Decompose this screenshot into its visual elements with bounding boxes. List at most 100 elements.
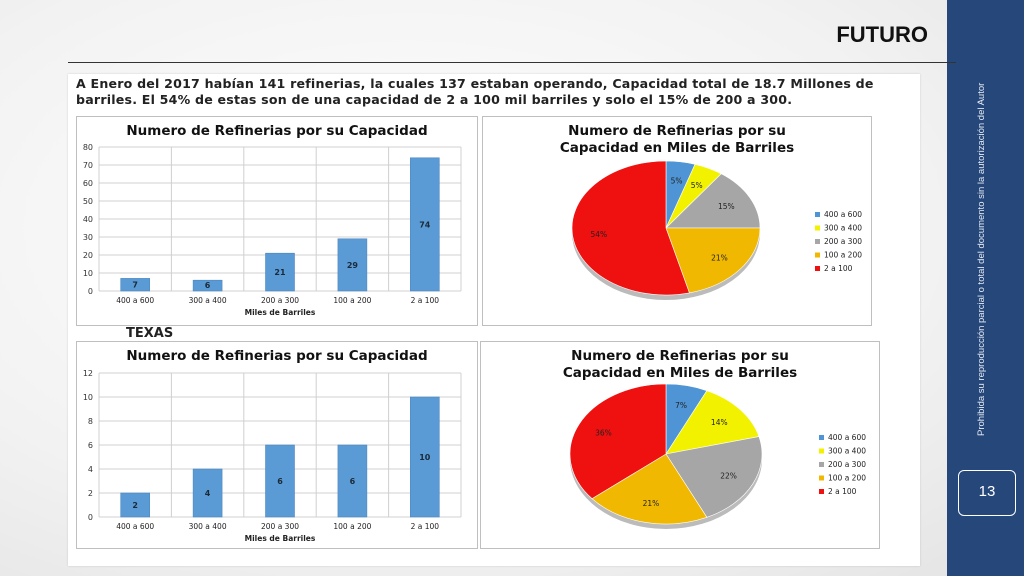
legend-swatch [815, 239, 820, 244]
slice-label: 21% [711, 254, 728, 263]
bar-chart-national: Numero de Refinerias por su Capacidad 0 1… [76, 116, 478, 326]
y-tick-label: 30 [83, 233, 93, 242]
y-tick-label: 10 [83, 269, 93, 278]
legend-swatch [819, 489, 824, 494]
legend-swatch [819, 462, 824, 467]
bar [337, 238, 368, 292]
y-tick-label: 0 [88, 513, 93, 522]
page-number-frame [958, 470, 1016, 516]
chart-title: Numero de Refinerias por su Capacidad en… [481, 348, 879, 382]
pie-slice [665, 390, 760, 455]
data-label: 7 [132, 281, 138, 290]
legend-entry: 300 a 400 [828, 447, 866, 456]
x-tick-label: 400 a 600 [116, 296, 154, 305]
chart-title: Numero de Refinerias por su Capacidad [126, 348, 428, 364]
slice-label: 7% [675, 401, 687, 410]
chart-title-text: Numero de Refinerias por su Capacidad en… [562, 348, 798, 381]
bar [192, 279, 223, 292]
y-tick-label: 40 [83, 215, 93, 224]
copyright-note: Prohibida su reproducción parcial o tota… [976, 82, 987, 436]
legend-entry: 2 a 100 [828, 487, 857, 496]
y-tick-label: 0 [88, 287, 93, 296]
bar-chart-svg: 0 2 4 6 8 10 12 2 400 a 600 4 300 a 400 6 200 a 300 6… [83, 369, 462, 543]
legend-entry: 100 a 200 [824, 251, 862, 260]
bar [120, 492, 150, 518]
pie-slice [569, 383, 667, 499]
bar [410, 157, 440, 292]
y-tick-label: 80 [83, 143, 93, 152]
legend-swatch [819, 475, 824, 481]
page-number: 13 [978, 483, 996, 500]
data-label: 21 [274, 268, 286, 277]
bar [265, 252, 295, 292]
x-axis-label: Miles de Barriles [245, 308, 316, 317]
pie-chart-svg: 5% 5% 15% 21% 54% 400 a 600 300 a 400 200 a 300… [571, 160, 862, 300]
x-tick-label: 100 a 200 [333, 522, 371, 531]
y-tick-label: 8 [88, 417, 93, 426]
intro-text: A Enero del 2017 habían 141 refinerias, … [76, 76, 874, 107]
bar-chart-svg: 0 10 20 30 40 50 60 70 80 7 400 a 600 6 300 a 400 21 2… [83, 143, 462, 317]
chart-title-text: Numero de Refinerias por su Capacidad en… [559, 123, 795, 156]
data-label: 6 [205, 281, 211, 290]
section-label: TEXAS [126, 326, 174, 341]
bar-chart-texas: Numero de Refinerias por su Capacidad 0 2… [76, 341, 478, 549]
data-label: 2 [132, 501, 138, 510]
bar [120, 278, 150, 292]
title-divider [68, 62, 956, 63]
x-tick-label: 200 a 300 [261, 522, 299, 531]
y-tick-label: 2 [88, 489, 93, 498]
legend-swatch [815, 225, 820, 231]
slide-title: FUTURO [836, 22, 928, 47]
data-label: 6 [277, 477, 283, 486]
legend-entry: 400 a 600 [828, 433, 866, 442]
data-label: 6 [350, 477, 356, 486]
legend-swatch [819, 435, 824, 440]
legend-entry: 100 a 200 [828, 474, 866, 483]
bar [410, 396, 440, 518]
legend-swatch [815, 266, 820, 271]
slice-label: 36% [595, 429, 612, 438]
y-tick-label: 6 [88, 441, 93, 450]
data-label: 29 [347, 261, 359, 270]
y-tick-label: 50 [83, 197, 93, 206]
legend-swatch [819, 448, 824, 454]
y-tick-label: 60 [83, 179, 93, 188]
sidebar-panel [947, 0, 1024, 576]
x-tick-label: 300 a 400 [189, 522, 227, 531]
slice-label: 21% [643, 499, 660, 508]
legend-entry: 2 a 100 [824, 264, 853, 273]
slice-label: 5% [691, 181, 703, 190]
pie-slice [571, 160, 690, 296]
slice-label: 14% [711, 418, 728, 427]
pie-slice [591, 453, 708, 525]
x-tick-label: 300 a 400 [189, 296, 227, 305]
slice-label: 22% [720, 471, 737, 480]
y-tick-label: 70 [83, 161, 93, 170]
data-label: 10 [419, 453, 431, 462]
pie-slice [665, 173, 761, 229]
x-tick-label: 400 a 600 [116, 522, 154, 531]
chart-title: Numero de Refinerias por su Capacidad [126, 123, 428, 139]
legend-entry: 200 a 300 [828, 460, 866, 469]
y-tick-label: 12 [83, 369, 93, 378]
pie-chart-texas: Numero de Refinerias por su Capacidad en… [480, 341, 880, 549]
y-tick-label: 10 [83, 393, 93, 402]
legend-entry: 200 a 300 [824, 237, 862, 246]
legend-entry: 300 a 400 [824, 224, 862, 233]
pie-chart-svg: 7% 14% 22% 21% 36% 400 a 600 300 a 400 200 a 30… [569, 383, 866, 529]
x-axis-label: Miles de Barriles [245, 534, 316, 543]
legend-entry: 400 a 600 [824, 210, 862, 219]
pie-slice [665, 436, 763, 518]
legend-swatch [815, 252, 820, 258]
slice-label: 5% [671, 176, 683, 185]
chart-title: Numero de Refinerias por su Capacidad en… [483, 123, 871, 157]
y-tick-label: 20 [83, 251, 93, 260]
x-tick-label: 2 a 100 [411, 296, 440, 305]
x-tick-label: 200 a 300 [261, 296, 299, 305]
slice-label: 15% [718, 202, 735, 211]
slice-label: 54% [591, 230, 608, 239]
y-tick-label: 4 [88, 465, 93, 474]
x-tick-label: 2 a 100 [411, 522, 440, 531]
legend-swatch [815, 212, 820, 217]
bar [265, 444, 295, 518]
